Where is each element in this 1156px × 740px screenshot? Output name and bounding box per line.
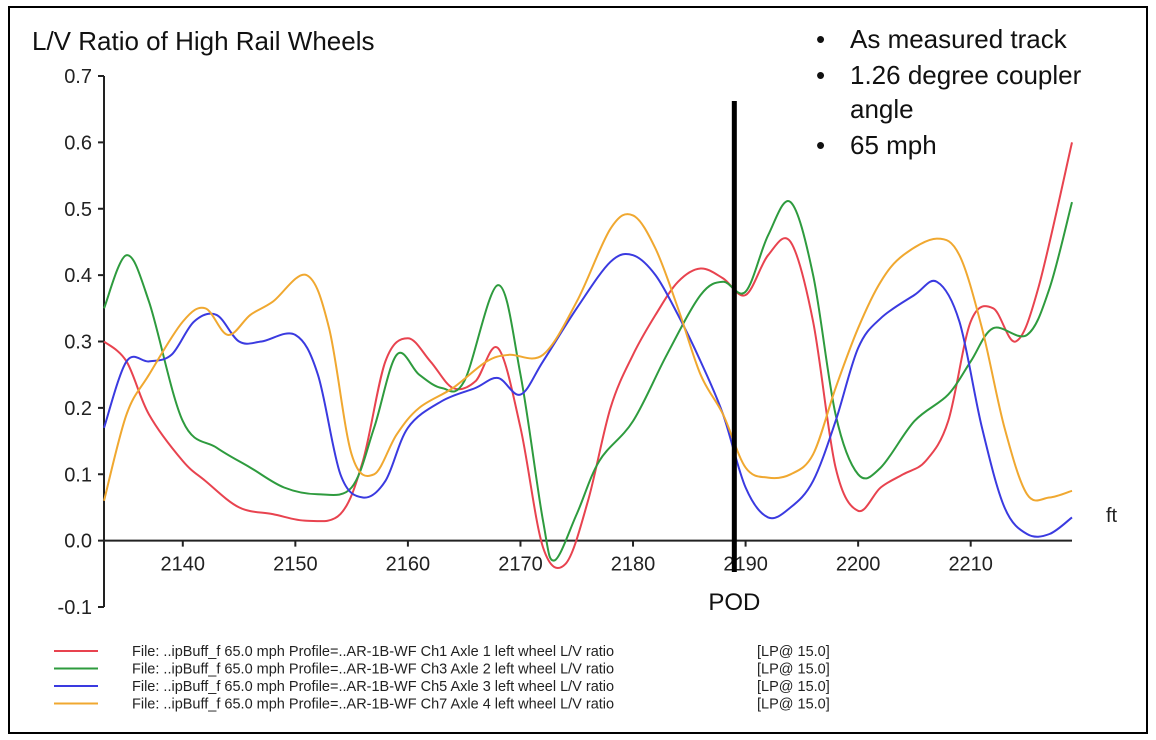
x-tick-label: 2170 xyxy=(498,554,543,576)
legend-entry: File: ..ipBuff_f 65.0 mph Profile=..AR-1… xyxy=(132,679,614,695)
legend-entry: File: ..ipBuff_f 65.0 mph Profile=..AR-1… xyxy=(132,662,614,678)
series-ch5-axle3-line xyxy=(103,253,1073,538)
series-lines xyxy=(103,142,1073,569)
x-tick-label: 2200 xyxy=(836,554,881,576)
bullet-1: As measured track xyxy=(850,24,1068,54)
chart-frame xyxy=(8,6,1148,734)
legend-lp: [LP@ 15.0] xyxy=(757,662,830,678)
bullet-dot: • xyxy=(816,60,825,90)
axes: 0.7 0.6 0.5 0.4 0.3 0.2 0.1 0.0 -0.1 2140 2150 2160… xyxy=(58,66,1072,619)
bullet-dot: • xyxy=(816,130,825,160)
y-tick-label: 0.7 xyxy=(64,66,92,88)
legend: File: ..ipBuff_f 65.0 mph Profile=..AR-1… xyxy=(54,644,830,713)
y-tick-label: -0.1 xyxy=(58,597,92,619)
x-tick-label: 2180 xyxy=(611,554,656,576)
legend-lp: [LP@ 15.0] xyxy=(757,644,830,660)
y-tick-label: 0.1 xyxy=(64,464,92,486)
x-tick-label: 2160 xyxy=(386,554,431,576)
x-unit-label: ft xyxy=(1106,505,1118,527)
bullet-2: 1.26 degree coupler xyxy=(850,60,1082,90)
pod-marker-label: POD xyxy=(708,589,760,616)
legend-entry: File: ..ipBuff_f 65.0 mph Profile=..AR-1… xyxy=(132,644,614,660)
legend-entry: File: ..ipBuff_f 65.0 mph Profile=..AR-1… xyxy=(132,697,614,713)
x-tick-label: 2140 xyxy=(161,554,206,576)
bullet-2-cont: angle xyxy=(850,94,914,124)
x-tick-label: 2190 xyxy=(723,554,768,576)
series-ch3-axle2-line xyxy=(103,200,1073,562)
bullet-list: • As measured track • 1.26 degree couple… xyxy=(816,24,1082,160)
y-tick-label: 0.6 xyxy=(64,132,92,154)
pod-marker-group: POD xyxy=(708,101,760,616)
y-tick-label: 0.0 xyxy=(64,531,92,553)
series-ch1-axle1-line xyxy=(103,142,1073,569)
x-tick-label: 2150 xyxy=(273,554,318,576)
series-ch7-axle4-line xyxy=(103,213,1073,502)
y-tick-label: 0.4 xyxy=(64,265,92,287)
legend-lp: [LP@ 15.0] xyxy=(757,679,830,695)
y-tick-label: 0.2 xyxy=(64,398,92,420)
y-tick-label: 0.3 xyxy=(64,332,92,354)
chart-title: L/V Ratio of High Rail Wheels xyxy=(32,26,374,56)
x-tick-label: 2210 xyxy=(948,554,993,576)
y-tick-label: 0.5 xyxy=(64,199,92,221)
legend-lp: [LP@ 15.0] xyxy=(757,697,830,713)
bullet-dot: • xyxy=(816,24,825,54)
bullet-3: 65 mph xyxy=(850,130,937,160)
